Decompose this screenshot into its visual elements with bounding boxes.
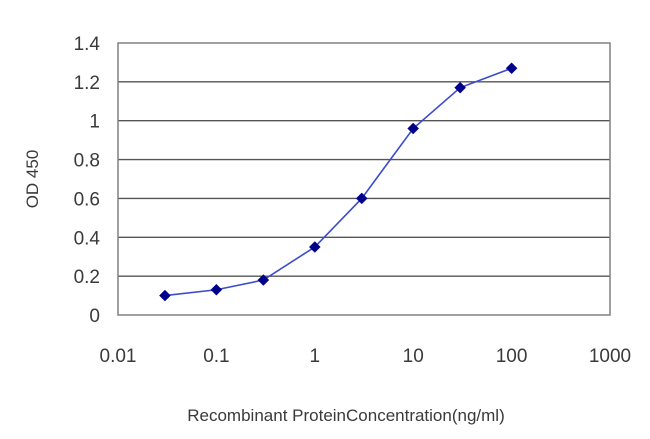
- y-tick-label: 1: [89, 112, 100, 133]
- y-tick-label: 0.4: [74, 228, 101, 249]
- y-tick-label: 0.8: [74, 151, 100, 172]
- x-tick-label: 0.01: [100, 346, 137, 367]
- x-axis-tick-labels: 0.01 0.1 1 10 100 1000: [100, 346, 632, 367]
- data-point-marker: [159, 289, 171, 302]
- data-point-marker: [210, 283, 223, 296]
- y-tick-label: 1.4: [74, 34, 101, 55]
- data-point-marker: [454, 81, 467, 94]
- gridlines: [118, 81, 610, 277]
- series-layer: [159, 62, 518, 302]
- x-tick-label: 10: [403, 346, 424, 367]
- series-line: [164, 67, 512, 297]
- x-tick-label: 1: [310, 346, 321, 367]
- x-tick-label: 100: [496, 346, 528, 367]
- x-tick-label: 0.1: [203, 346, 229, 367]
- x-tick-label: 1000: [589, 346, 631, 367]
- plot-area-frame: [117, 42, 611, 316]
- y-tick-label: 0: [89, 306, 100, 327]
- data-point-marker: [257, 274, 270, 286]
- y-tick-label: 1.2: [74, 73, 100, 94]
- data-point-marker: [407, 122, 420, 135]
- y-axis-title: OD 450: [23, 150, 42, 209]
- data-point-marker: [505, 62, 518, 75]
- x-axis-title: Recombinant ProteinConcentration(ng/ml): [187, 406, 505, 425]
- y-axis-tick-labels: 0 0.2 0.4 0.6 0.8 1 1.2 1.4: [74, 34, 101, 327]
- y-tick-label: 0.2: [74, 267, 100, 288]
- data-point-marker: [308, 241, 321, 253]
- y-tick-label: 0.6: [74, 189, 100, 210]
- data-point-marker: [355, 192, 368, 205]
